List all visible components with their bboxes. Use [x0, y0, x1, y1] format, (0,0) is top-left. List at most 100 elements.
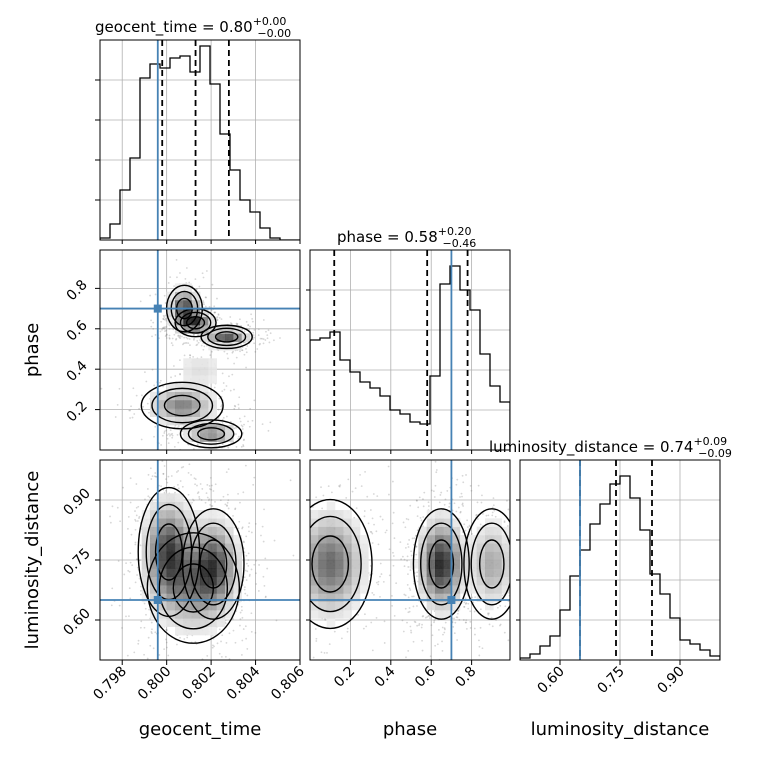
density-cell	[326, 593, 336, 602]
sample-point	[247, 526, 250, 528]
density-cell	[191, 568, 201, 577]
sample-point	[118, 387, 121, 390]
sample-point	[339, 484, 342, 487]
sample-point	[253, 399, 256, 402]
sample-point	[144, 498, 146, 501]
sample-point	[415, 499, 418, 502]
sample-point	[244, 625, 247, 628]
density-cell	[485, 526, 494, 536]
sample-point	[380, 573, 383, 575]
sample-point	[529, 576, 531, 578]
density-cell	[351, 560, 361, 569]
sample-point	[193, 333, 195, 336]
density-cell	[225, 551, 234, 561]
sample-point	[210, 350, 213, 353]
density-cell	[318, 568, 327, 577]
density-cell	[200, 585, 209, 594]
sample-point	[261, 423, 264, 426]
sample-point	[180, 466, 183, 469]
sample-point	[407, 596, 410, 599]
sample-point	[177, 484, 179, 486]
density-cell	[183, 510, 192, 519]
contour-level-0	[311, 535, 350, 593]
sample-point	[242, 491, 245, 494]
sample-point	[125, 615, 127, 618]
sample-point	[261, 525, 264, 528]
sample-point	[160, 447, 162, 449]
density-cell	[233, 543, 242, 552]
sample-point	[285, 578, 287, 580]
density-cell	[175, 526, 184, 536]
sample-point	[206, 483, 209, 486]
density-cell	[200, 560, 209, 569]
sample-point	[263, 547, 265, 549]
sample-point	[203, 345, 206, 348]
sample-point	[363, 515, 366, 518]
sample-point	[255, 559, 257, 562]
density-cell	[468, 551, 477, 561]
density-cell	[476, 535, 486, 544]
sample-point	[281, 509, 283, 511]
sample-point	[233, 404, 236, 407]
sample-point	[379, 515, 382, 518]
sample-point	[217, 454, 219, 456]
sample-point	[210, 488, 213, 491]
density-cell	[443, 576, 452, 586]
density-cell	[216, 593, 226, 602]
sample-point	[267, 329, 270, 332]
joint-panel-geocent-time--phase	[100, 250, 300, 456]
sample-point	[453, 632, 456, 635]
sample-point	[248, 328, 250, 331]
sample-point	[289, 479, 292, 482]
density-cell	[175, 501, 184, 511]
x-tick-label-phase: 0.2	[331, 664, 358, 691]
ylabel-luminosity-distance: luminosity_distance	[22, 471, 43, 650]
sample-point	[243, 415, 246, 418]
sample-point	[154, 293, 157, 296]
sample-point	[322, 494, 325, 497]
sample-point	[172, 365, 175, 367]
sample-point	[304, 526, 306, 528]
density-cell	[175, 560, 184, 569]
sample-point	[306, 581, 308, 583]
sample-point	[169, 276, 172, 278]
density-cell	[351, 526, 361, 536]
density-cell	[351, 543, 361, 552]
density-cell	[435, 568, 444, 577]
sample-point	[439, 494, 442, 496]
sample-point	[420, 519, 423, 522]
sample-point	[454, 436, 456, 438]
truth-marker	[153, 596, 162, 604]
sample-point	[410, 554, 413, 557]
density-cell	[351, 518, 361, 527]
sample-point	[434, 644, 437, 647]
sample-point	[377, 580, 380, 583]
sample-point	[469, 627, 472, 629]
density-cell	[150, 601, 159, 611]
sample-point	[467, 602, 470, 605]
sample-point	[488, 612, 490, 615]
sample-point	[223, 388, 226, 391]
sample-point	[408, 587, 411, 590]
density-cell	[493, 560, 502, 569]
density-cell	[476, 576, 486, 586]
density-cell	[175, 551, 184, 561]
sample-point	[503, 520, 506, 523]
sample-point	[210, 505, 213, 507]
sample-point	[161, 328, 163, 331]
sample-point	[476, 518, 479, 520]
sample-point	[203, 303, 205, 306]
density-cell	[200, 416, 209, 426]
sample-point	[416, 515, 419, 517]
sample-point	[475, 513, 478, 516]
sample-point	[231, 373, 234, 376]
sample-point	[369, 530, 372, 533]
density-cell	[451, 560, 461, 569]
sample-point	[441, 626, 444, 629]
sample-point	[194, 278, 197, 281]
sample-point	[164, 317, 167, 320]
y-tick-label-phase: 0.2	[64, 398, 91, 425]
density-cell	[200, 308, 209, 317]
sample-point	[168, 334, 171, 337]
